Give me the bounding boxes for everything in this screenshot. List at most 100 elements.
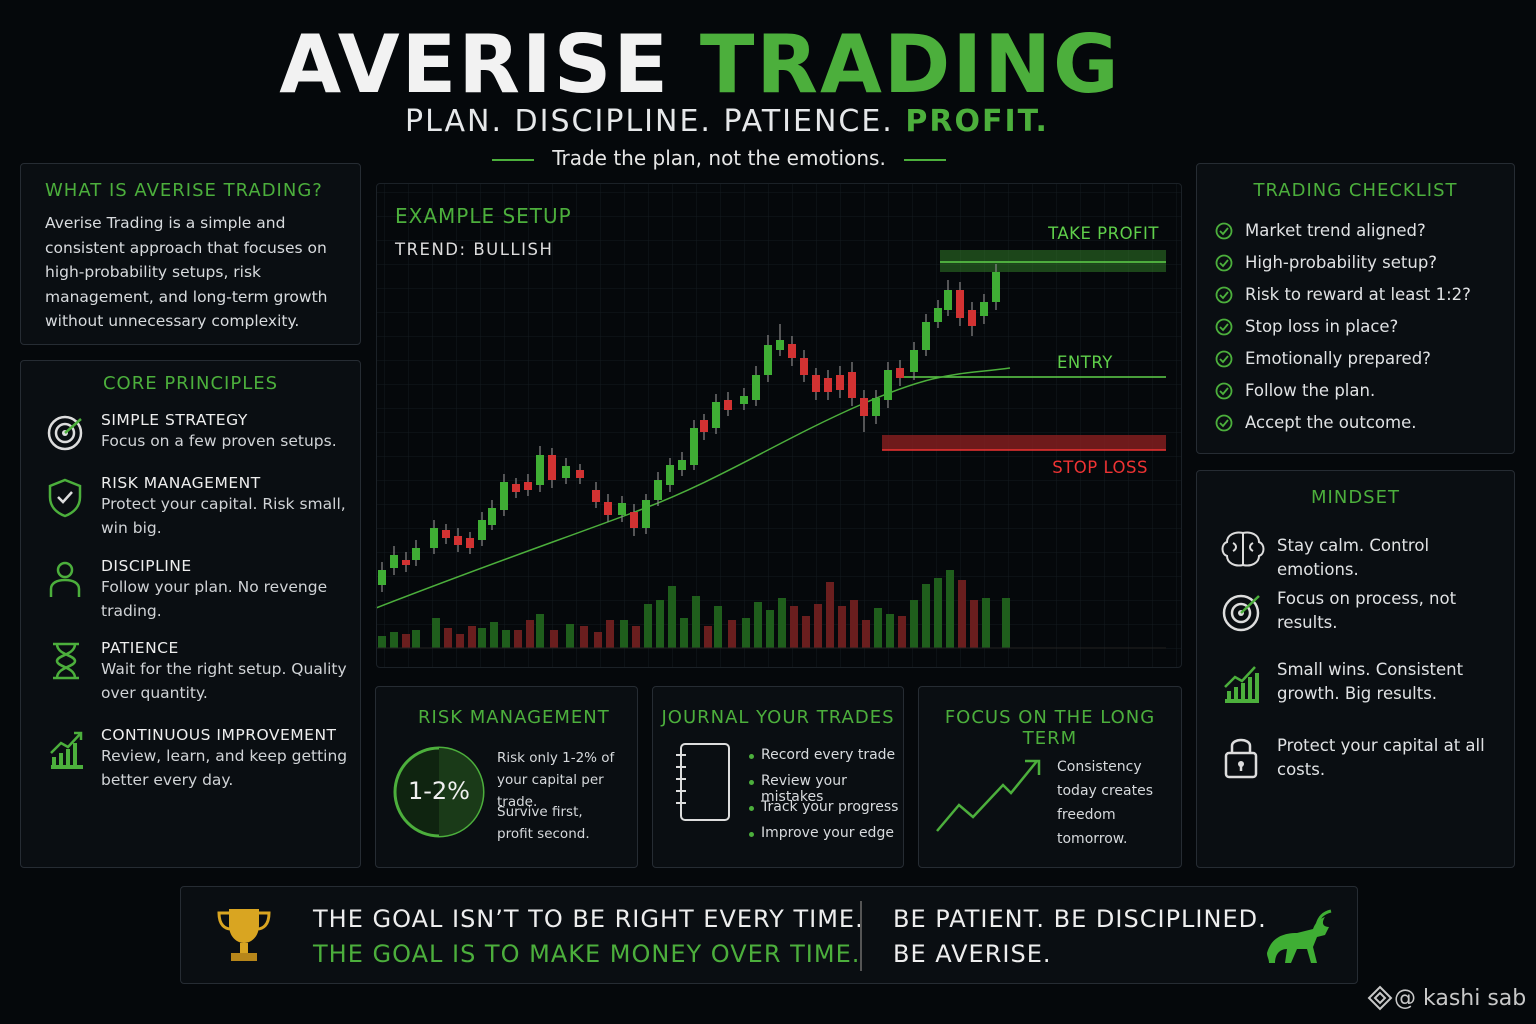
panel-title: FOCUS ON THE LONG TERM — [944, 707, 1156, 749]
checklist-text: Follow the plan. — [1245, 381, 1376, 400]
footer-line: BE AVERISE. — [893, 940, 1052, 968]
entry-label: ENTRY — [1057, 353, 1113, 372]
principle-name: PATIENCE — [101, 639, 179, 657]
checklist-text: Accept the outcome. — [1245, 413, 1417, 432]
checklist-text: Risk to reward at least 1:2? — [1245, 285, 1471, 304]
journal-item: Record every trade — [761, 747, 896, 763]
checklist-text: Stop loss in place? — [1245, 317, 1399, 336]
setup-panel: EXAMPLE SETUP TREND: BULLISH TAKE PROFIT… — [376, 183, 1182, 668]
tagline-main: PLAN. DISCIPLINE. PATIENCE. — [405, 104, 894, 139]
footer-panel: THE GOAL ISN’T TO BE RIGHT EVERY TIME. T… — [180, 886, 1358, 984]
panel-title: TRADING CHECKLIST — [1253, 180, 1458, 201]
checklist-item: Follow the plan. — [1215, 381, 1375, 400]
brain-icon — [1221, 531, 1265, 567]
tagline-accent: PROFIT. — [905, 104, 1049, 139]
person-icon — [49, 561, 81, 597]
principle: RISK MANAGEMENT Protect your capital. Ris… — [101, 474, 351, 540]
principle-text: Protect your capital. Risk small, win bi… — [101, 495, 346, 537]
panel-title: JOURNAL YOUR TRADES — [661, 707, 895, 728]
check-icon — [1215, 382, 1233, 399]
footer-line-accent: THE GOAL IS TO MAKE MONEY OVER TIME. — [313, 940, 861, 968]
mindset-item: Focus on process, not results. — [1277, 589, 1457, 632]
panel-text: Averise Trading is a simple and consiste… — [45, 214, 328, 330]
risk-badge-text: 1-2% — [407, 777, 470, 805]
check-icon — [1215, 222, 1233, 239]
panel-title: MINDSET — [1311, 487, 1400, 508]
footer-line: THE GOAL ISN’T TO BE RIGHT EVERY TIME. — [313, 905, 864, 933]
long-term-text: Consistency today creates freedom tomorr… — [1057, 759, 1153, 847]
growth-icon — [1224, 666, 1259, 703]
watermark: @ kashi sab — [1366, 984, 1526, 1012]
principle-text: Wait for the right setup. Quality over q… — [101, 660, 347, 702]
checklist-item: Risk to reward at least 1:2? — [1215, 285, 1471, 304]
principle: PATIENCE Wait for the right setup. Qualit… — [101, 639, 351, 705]
trend-label: TREND: BULLISH — [395, 240, 554, 259]
principle-text: Review, learn, and keep getting better e… — [101, 747, 348, 789]
motto: Trade the plan, not the emotions. — [552, 146, 886, 170]
bullet — [749, 754, 754, 759]
hourglass-icon — [53, 642, 79, 680]
checklist-item: Stop loss in place? — [1215, 317, 1398, 336]
stop-loss-label: STOP LOSS — [1052, 458, 1148, 477]
motto-wrap: Trade the plan, not the emotions. — [0, 146, 1438, 170]
risk-badge — [393, 746, 485, 838]
lock-icon — [1224, 738, 1258, 779]
panel-title: RISK MANAGEMENT — [418, 707, 610, 728]
watermark-text: @ kashi sab — [1394, 985, 1527, 1011]
target-icon — [47, 415, 83, 451]
checklist-text: High-probability setup? — [1245, 253, 1438, 272]
risk-text: Risk only 1-2% of your capital per trade… — [497, 750, 615, 810]
check-icon — [1215, 286, 1233, 303]
title-main: AVERISE — [279, 18, 670, 111]
notebook-icon — [676, 743, 730, 821]
checklist-item: High-probability setup? — [1215, 253, 1437, 272]
trophy-icon — [217, 909, 271, 961]
growth-arrow-icon — [936, 759, 1041, 832]
risk-panel: RISK MANAGEMENT 1-2% Risk only 1-2% of y… — [375, 686, 638, 868]
checklist-panel: TRADING CHECKLIST Market trend aligned? H… — [1196, 163, 1515, 454]
bullet — [749, 780, 754, 785]
check-icon — [1215, 254, 1233, 271]
title: AVERISE TRADING — [0, 18, 1400, 111]
tagline: PLAN. DISCIPLINE. PATIENCE. PROFIT. — [0, 104, 1454, 139]
footer-line: BE PATIENT. BE DISCIPLINED. — [893, 905, 1267, 933]
growth-icon — [50, 731, 83, 769]
checklist-item: Accept the outcome. — [1215, 413, 1416, 432]
check-icon — [1215, 350, 1233, 367]
divider — [860, 901, 862, 971]
journal-item: Improve your edge — [761, 825, 894, 841]
panel-title: WHAT IS AVERISE TRADING? — [45, 180, 323, 201]
watermark-logo — [1367, 985, 1393, 1011]
mindset-item: Stay calm. Control emotions. — [1277, 536, 1430, 579]
panel-title: EXAMPLE SETUP — [395, 204, 572, 228]
long-term-panel: FOCUS ON THE LONG TERM Consistency today… — [918, 686, 1182, 868]
principle: DISCIPLINE Follow your plan. No revenge t… — [101, 557, 351, 623]
target-icon — [1222, 594, 1260, 632]
journal-item: Review your mistakes — [761, 773, 847, 805]
principle-text: Focus on a few proven setups. — [101, 432, 337, 450]
take-profit-label: TAKE PROFIT — [1048, 224, 1159, 243]
journal-panel: JOURNAL YOUR TRADES Record every trade Re… — [652, 686, 904, 868]
principles-panel: CORE PRINCIPLES SIMPLE STRATEGY Focus on … — [20, 360, 361, 868]
principle: CONTINUOUS IMPROVEMENT Review, learn, and… — [101, 726, 351, 792]
what-is-panel: WHAT IS AVERISE TRADING? Averise Trading… — [20, 163, 361, 345]
panel-title: CORE PRINCIPLES — [102, 373, 279, 394]
title-accent: TRADING — [699, 18, 1121, 111]
checklist-item: Emotionally prepared? — [1215, 349, 1431, 368]
journal-item: Track your progress — [761, 799, 899, 815]
principle-name: SIMPLE STRATEGY — [101, 411, 248, 429]
mindset-panel: MINDSET Stay calm. Control emotions. Focu… — [1196, 470, 1515, 868]
check-icon — [1215, 414, 1233, 431]
bull-icon — [1267, 909, 1332, 963]
checklist-text: Emotionally prepared? — [1245, 349, 1431, 368]
bullet — [749, 806, 754, 811]
shield-icon — [48, 478, 82, 518]
mindset-item: Protect your capital at all costs. — [1277, 736, 1485, 779]
principle-name: RISK MANAGEMENT — [101, 474, 261, 492]
risk-note: Survive first, profit second. — [497, 804, 590, 842]
principle: SIMPLE STRATEGY Focus on a few proven set… — [101, 411, 351, 453]
bullet — [749, 832, 754, 837]
principle-name: DISCIPLINE — [101, 557, 192, 575]
principle-text: Follow your plan. No revenge trading. — [101, 578, 328, 620]
